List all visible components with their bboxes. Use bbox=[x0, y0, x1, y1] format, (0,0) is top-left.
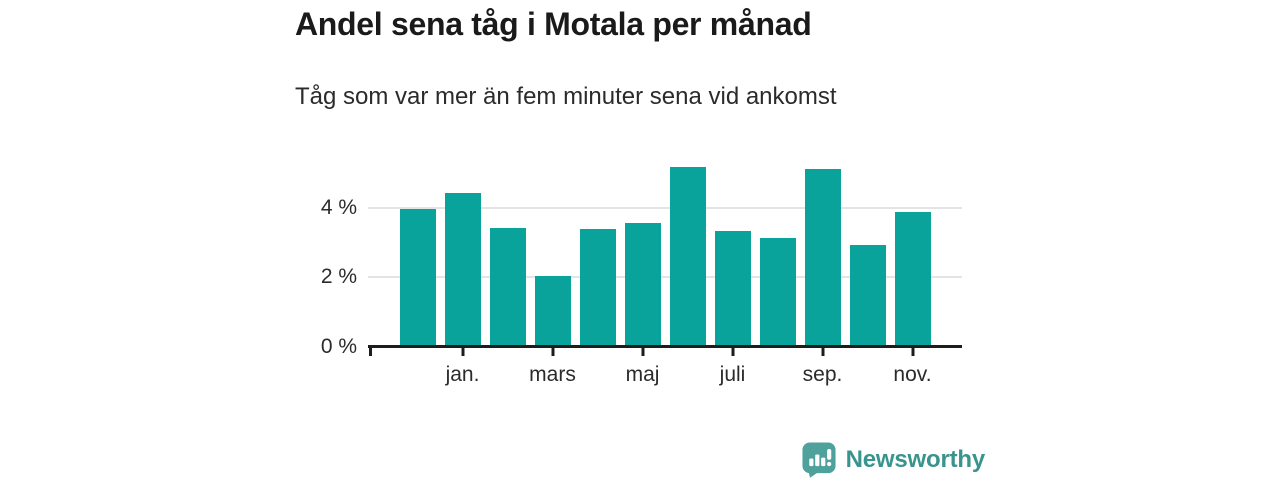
bar-slot-okt bbox=[845, 150, 890, 345]
x-axis-tick-juli bbox=[731, 348, 734, 356]
bar-april bbox=[579, 229, 616, 345]
content-column: Andel sena tåg i Motala per månad Tåg so… bbox=[295, 0, 985, 480]
x-axis-label-sep: sep. bbox=[802, 363, 843, 386]
x-axis-tick-jan bbox=[461, 348, 464, 356]
chart-title: Andel sena tåg i Motala per månad bbox=[295, 6, 812, 42]
bar-juli bbox=[714, 231, 751, 345]
x-axis-label-mars: mars bbox=[529, 363, 576, 386]
x-axis-line bbox=[368, 345, 962, 348]
gridline-2-percent bbox=[368, 276, 962, 278]
gridline-4-percent bbox=[368, 207, 962, 209]
bar-maj bbox=[624, 222, 661, 345]
x-axis-label-maj: maj bbox=[625, 363, 660, 386]
bar-slot-aug bbox=[755, 150, 800, 345]
bar-chart: 4 % 2 % 0 % jan. mars maj juli sep. nov. bbox=[295, 150, 985, 390]
bars-group: jan. mars maj juli sep. nov. bbox=[395, 150, 935, 386]
bar-slot-feb bbox=[485, 150, 530, 345]
x-axis-tick-sep bbox=[821, 348, 824, 356]
bar-sep bbox=[804, 169, 841, 345]
y-axis-label-2: 2 % bbox=[320, 265, 357, 288]
chart-subtitle: Tåg som var mer än fem minuter sena vid … bbox=[295, 83, 837, 110]
bar-slot-jan: jan. bbox=[440, 150, 485, 386]
bar-slot-juni bbox=[665, 150, 710, 345]
bar-mars bbox=[534, 276, 571, 345]
x-axis-tick-maj bbox=[641, 348, 644, 356]
x-axis-tick-mars bbox=[551, 348, 554, 356]
bar-dec bbox=[399, 208, 436, 345]
bar-juni bbox=[669, 167, 706, 345]
bar-slot-april bbox=[575, 150, 620, 345]
x-axis-tick-nov bbox=[911, 348, 914, 356]
x-axis-label-nov: nov. bbox=[893, 363, 932, 386]
brand-footer: Newsworthy bbox=[801, 442, 985, 478]
bar-aug bbox=[759, 238, 796, 345]
x-axis-start-tick bbox=[369, 348, 372, 356]
bar-nov bbox=[894, 212, 931, 345]
x-axis-label-jan: jan. bbox=[445, 363, 480, 386]
bar-slot-juli: juli bbox=[710, 150, 755, 386]
bar-slot-maj: maj bbox=[620, 150, 665, 386]
brand-name: Newsworthy bbox=[845, 446, 986, 473]
bar-slot-dec bbox=[395, 150, 440, 345]
bar-slot-sep: sep. bbox=[800, 150, 845, 386]
bar-slot-nov: nov. bbox=[890, 150, 935, 386]
y-axis-label-0: 0 % bbox=[320, 335, 357, 358]
x-axis-label-juli: juli bbox=[719, 363, 746, 386]
bar-feb bbox=[489, 227, 526, 345]
bar-jan bbox=[444, 193, 481, 345]
y-axis-label-4: 4 % bbox=[320, 196, 357, 219]
bar-slot-mars: mars bbox=[529, 150, 576, 386]
newsworthy-logo-icon bbox=[802, 442, 836, 478]
bar-okt bbox=[849, 244, 886, 345]
